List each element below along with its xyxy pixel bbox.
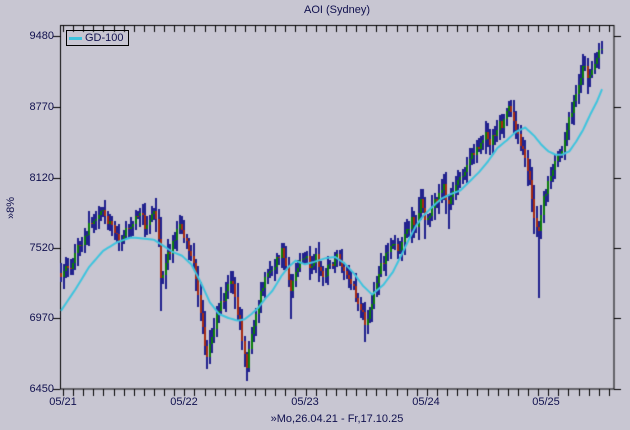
y-tick-label: 9480 bbox=[29, 30, 54, 42]
legend-line-swatch-icon bbox=[69, 36, 82, 40]
x-tick-label: 05/24 bbox=[412, 396, 440, 408]
y-tick-label: 6450 bbox=[29, 383, 54, 395]
date-range-label: »Mo,26.04.21 - Fr,17.10.25 bbox=[270, 413, 404, 425]
y-tick-label: 7520 bbox=[29, 242, 54, 254]
legend: GD-100 bbox=[66, 30, 129, 46]
x-tick-label: 05/25 bbox=[532, 396, 560, 408]
x-tick-label: 05/21 bbox=[49, 396, 77, 408]
y-tick-label: 8120 bbox=[29, 172, 54, 184]
x-tick-label: 05/22 bbox=[170, 396, 198, 408]
legend-series-label: GD-100 bbox=[85, 32, 124, 44]
y-tick-label: 6970 bbox=[29, 312, 54, 324]
chart-title: AOI (Sydney) bbox=[303, 4, 371, 16]
y-axis-unit-label: »8% bbox=[5, 196, 17, 220]
x-tick-label: 05/23 bbox=[291, 396, 319, 408]
y-tick-label: 8770 bbox=[29, 101, 54, 113]
